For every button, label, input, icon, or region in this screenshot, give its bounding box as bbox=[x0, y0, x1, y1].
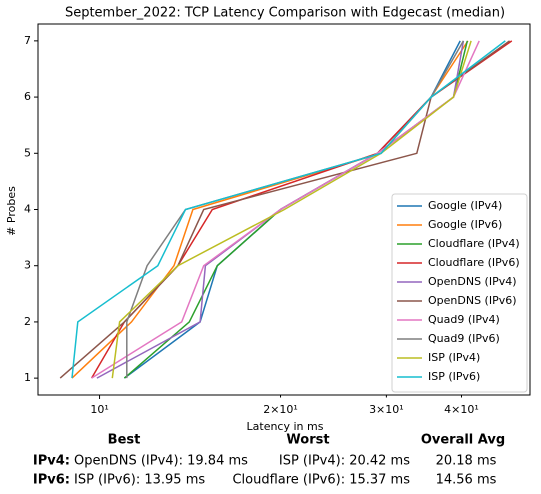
x-tick-label: 3×10¹ bbox=[369, 403, 404, 416]
table-cell: ISP (IPv6): 13.95 ms bbox=[74, 473, 205, 488]
y-tick-label: 4 bbox=[24, 203, 31, 216]
y-tick-label: 1 bbox=[24, 371, 31, 384]
legend-label: Google (IPv4) bbox=[428, 199, 502, 212]
y-tick-label: 7 bbox=[24, 34, 31, 47]
series-line bbox=[111, 40, 472, 379]
x-tick-label: 2×10¹ bbox=[263, 403, 298, 416]
table-header: Best bbox=[108, 433, 141, 448]
legend-label: Cloudflare (IPv4) bbox=[428, 237, 520, 250]
y-axis-label: # Probes bbox=[5, 186, 18, 236]
legend-label: Quad9 (IPv6) bbox=[428, 332, 500, 345]
legend-label: OpenDNS (IPv6) bbox=[428, 294, 517, 307]
table-cell: Cloudflare (IPv6): 15.37 ms bbox=[232, 473, 410, 488]
x-tick-label: 10¹ bbox=[90, 403, 108, 416]
table-cell: ISP (IPv4): 20.42 ms bbox=[279, 454, 410, 469]
table-header: Worst bbox=[286, 433, 329, 448]
table-header: Overall Avg bbox=[421, 433, 505, 448]
table-cell: 20.18 ms bbox=[436, 454, 497, 469]
x-tick-label: 4×10¹ bbox=[444, 403, 479, 416]
x-axis-label: Latency in ms bbox=[247, 420, 324, 433]
legend-label: Google (IPv6) bbox=[428, 218, 502, 231]
y-tick-label: 3 bbox=[24, 259, 31, 272]
legend-box bbox=[391, 193, 528, 393]
legend-label: ISP (IPv6) bbox=[428, 370, 480, 383]
table-cell: OpenDNS (IPv4): 19.84 ms bbox=[74, 454, 248, 469]
y-tick-label: 2 bbox=[24, 315, 31, 328]
legend-label: Cloudflare (IPv6) bbox=[428, 256, 520, 269]
y-tick-label: 5 bbox=[24, 146, 31, 159]
chart-title: September_2022: TCP Latency Comparison w… bbox=[65, 6, 505, 21]
legend-label: OpenDNS (IPv4) bbox=[428, 275, 517, 288]
table-cell: 14.56 ms bbox=[436, 473, 497, 488]
row-label: IPv6: bbox=[33, 473, 70, 488]
series-line bbox=[71, 40, 506, 379]
y-tick-label: 6 bbox=[24, 90, 31, 103]
legend-label: ISP (IPv4) bbox=[428, 351, 480, 364]
legend-label: Quad9 (IPv4) bbox=[428, 313, 500, 326]
row-label: IPv4: bbox=[33, 454, 70, 469]
